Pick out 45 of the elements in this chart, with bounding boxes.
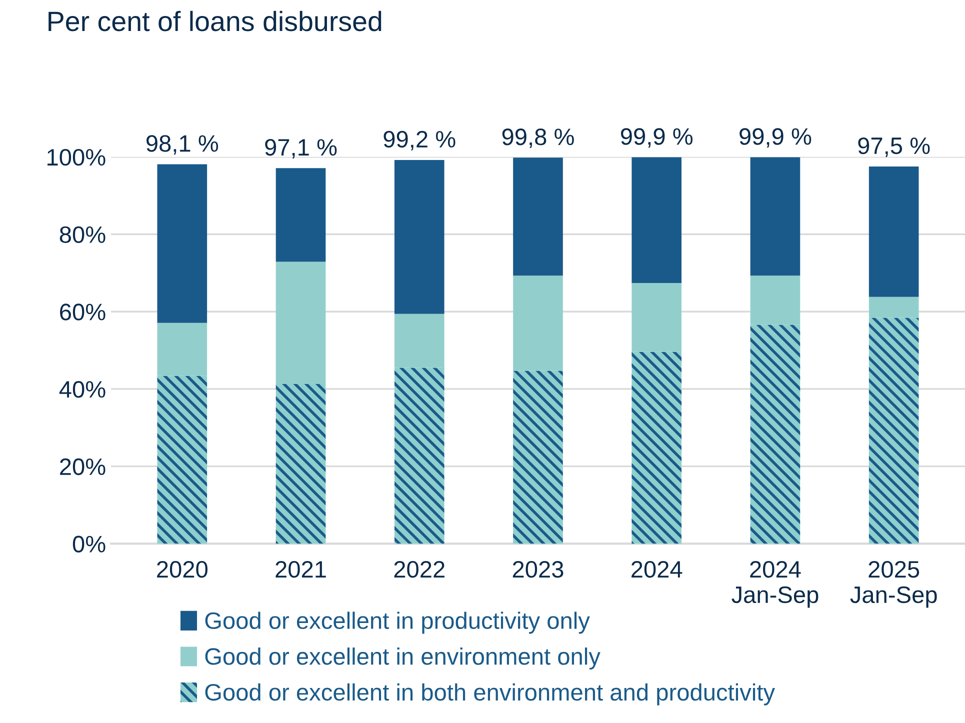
bar	[868, 318, 919, 544]
bar	[394, 368, 444, 544]
y-tick-label: 40%	[59, 381, 106, 398]
bar	[394, 314, 444, 368]
bar	[276, 168, 326, 262]
bar	[157, 164, 208, 323]
total-label: 98,1 %	[146, 135, 218, 155]
bar	[513, 370, 563, 544]
bar	[157, 322, 208, 376]
y-tick-label: 100%	[48, 148, 106, 166]
y-tick-label: 60%	[60, 304, 106, 320]
chart-title: Per cent of loans disbursed	[48, 10, 382, 32]
x-tick-label: 2024	[632, 560, 682, 578]
bar	[632, 282, 682, 352]
x-tick-label: 2024 Jan-Sep	[732, 560, 818, 608]
total-label: 99,9 %	[620, 128, 693, 148]
bar	[750, 157, 800, 276]
bar	[750, 324, 800, 544]
legend-label: Good or excellent in both environment and productivity	[205, 683, 775, 706]
bar	[868, 296, 919, 318]
x-tick-label: 2025 Jan-Sep	[850, 560, 937, 608]
bar	[632, 157, 682, 283]
bar	[276, 262, 326, 384]
y-tick-label: 0%	[72, 536, 106, 552]
bar	[513, 276, 563, 371]
bar	[868, 166, 919, 297]
total-label: 99,2 %	[384, 130, 456, 150]
bar	[632, 352, 682, 544]
total-label: 99,9 %	[740, 128, 812, 148]
x-tick-label: 2021	[276, 560, 326, 578]
bar	[276, 384, 326, 544]
total-label: 97,1 %	[265, 138, 337, 158]
bar	[394, 160, 444, 314]
legend-label: Good or excellent in productivity only	[205, 612, 590, 634]
total-label: 97,5 %	[858, 137, 930, 157]
bar	[750, 276, 800, 325]
x-tick-label: 2020	[157, 560, 208, 578]
bar	[513, 158, 563, 276]
bar	[157, 376, 208, 544]
y-tick-label: 20%	[60, 458, 106, 476]
y-tick-label: 80%	[60, 226, 106, 244]
legend-label: Good or excellent in environment only	[205, 648, 600, 670]
x-tick-label: 2022	[394, 560, 444, 578]
total-label: 99,8 %	[502, 128, 574, 148]
x-tick-label: 2023	[512, 560, 564, 578]
